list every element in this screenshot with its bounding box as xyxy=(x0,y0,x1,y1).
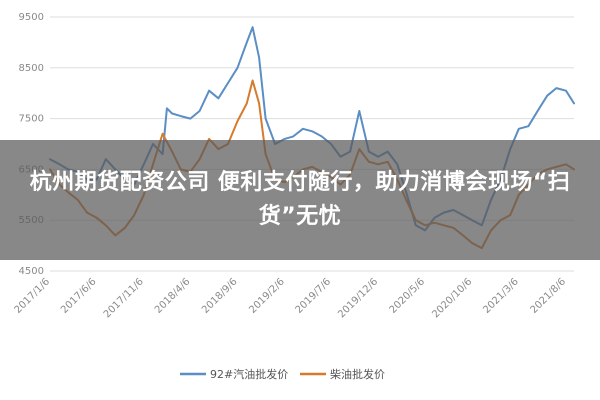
data-point xyxy=(537,110,539,112)
x-tick-label: 2017/11/6 xyxy=(102,276,146,320)
data-point xyxy=(358,110,360,112)
overlay-caption: 杭州期货配资公司 便利支付随行，助力消博会现场“扫货”无忧 xyxy=(29,170,571,229)
x-tick-label: 2019/12/6 xyxy=(336,276,380,320)
data-point xyxy=(321,135,323,137)
data-point xyxy=(162,133,164,135)
data-point xyxy=(527,125,530,127)
x-tick-label: 2021/8/6 xyxy=(529,276,569,316)
data-point xyxy=(252,26,254,28)
x-tick-label: 2017/6/6 xyxy=(59,276,99,316)
x-tick-label: 2019/2/6 xyxy=(247,276,287,316)
data-point xyxy=(252,79,254,82)
y-tick-label: 4500 xyxy=(19,266,44,277)
data-point xyxy=(292,135,294,137)
y-tick-label: 8500 xyxy=(19,63,44,74)
data-point xyxy=(189,118,191,120)
data-point xyxy=(302,128,304,130)
data-point xyxy=(311,130,313,132)
data-point xyxy=(236,120,239,122)
data-point xyxy=(246,102,248,104)
data-point xyxy=(565,90,567,92)
data-point xyxy=(171,112,173,115)
data-point xyxy=(258,57,260,59)
data-point xyxy=(555,87,558,89)
data-point xyxy=(227,82,229,84)
x-tick-label: 2021/3/6 xyxy=(481,276,521,316)
caption-overlay: 杭州期货配资公司 便利支付随行，助力消博会现场“扫货”无忧 xyxy=(0,140,600,260)
x-tick-label: 2020/10/6 xyxy=(430,276,474,320)
data-point xyxy=(166,107,168,109)
data-point xyxy=(199,110,201,112)
data-point xyxy=(236,67,239,69)
data-point xyxy=(546,95,548,97)
legend-label: 92#汽油批发价 xyxy=(210,367,288,381)
legend: 92#汽油批发价 柴油批发价 xyxy=(180,367,385,381)
x-tick-label: 2018/9/6 xyxy=(200,276,240,316)
data-point xyxy=(208,138,210,140)
data-point xyxy=(217,97,219,99)
data-point xyxy=(284,138,286,140)
y-tick-label: 9500 xyxy=(19,12,44,23)
data-point xyxy=(180,115,182,117)
x-tick-label: 2017/1/6 xyxy=(13,276,53,316)
data-point xyxy=(208,90,210,92)
data-point xyxy=(518,128,520,130)
x-tick-label: 2018/4/6 xyxy=(153,276,193,316)
data-point xyxy=(258,102,260,104)
data-point xyxy=(246,41,248,44)
y-tick-label: 7500 xyxy=(19,114,44,125)
x-axis-ticks: 2017/1/6 2017/6/6 2017/11/6 2018/4/6 2018/9/… xyxy=(13,276,569,320)
x-tick-label: 2020/5/6 xyxy=(388,276,428,316)
legend-label: 柴油批发价 xyxy=(330,367,385,381)
x-tick-label: 2019/7/6 xyxy=(294,276,334,316)
data-point xyxy=(265,118,267,120)
data-point xyxy=(573,102,575,104)
